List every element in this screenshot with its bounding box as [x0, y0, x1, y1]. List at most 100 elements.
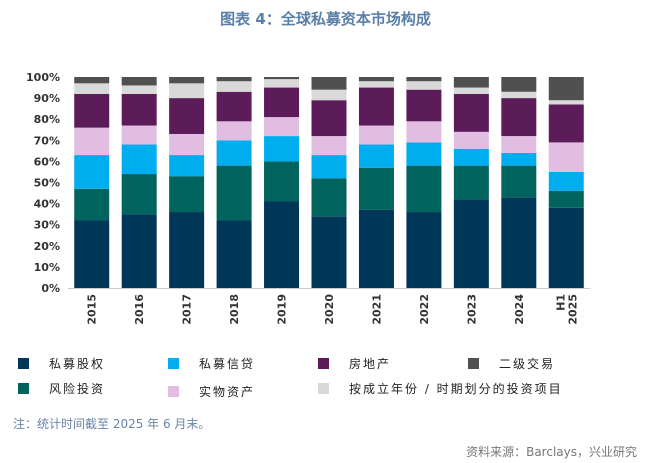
- bar-segment: [216, 121, 252, 141]
- bar-segment: [406, 165, 442, 213]
- bar-segment: [264, 79, 300, 88]
- bar-segment: [501, 152, 537, 166]
- stacked-bar-chart: 0% 10% 20% 30% 40% 50% 60% 70% 80% 90% 100% 2015 201…: [26, 71, 590, 325]
- footnote: 注：统计时间截至 2025 年 6 月末。: [13, 417, 211, 431]
- legend-item: 房地产: [318, 355, 391, 372]
- bar-segment: [406, 142, 442, 166]
- bar-segment: [406, 77, 442, 82]
- bar-segment: [264, 77, 300, 80]
- bar-segment: [264, 201, 300, 288]
- x-tick-label: 2023: [465, 294, 478, 325]
- bar-segment: [74, 83, 110, 94]
- legend-swatch: [468, 358, 479, 369]
- y-tick-label: 10%: [34, 261, 60, 274]
- y-tick-label: 40%: [34, 198, 60, 211]
- bar-segment: [453, 87, 489, 94]
- bar-segment: [358, 209, 394, 288]
- bar-segment: [169, 155, 205, 177]
- bar-segment: [548, 77, 584, 101]
- x-tick-label: H1: [554, 294, 567, 311]
- bar-segment: [358, 77, 394, 82]
- x-tick-label: 2022: [418, 294, 431, 325]
- legend-item: 私募信贷: [168, 355, 255, 372]
- bar-segment: [548, 104, 584, 143]
- bar-segment: [453, 77, 489, 88]
- bar-segment: [358, 167, 394, 210]
- y-tick-label: 90%: [34, 92, 60, 105]
- bar-segment: [264, 136, 300, 162]
- bar-segment: [453, 165, 489, 200]
- bar-segment: [548, 142, 584, 172]
- bar-segment: [121, 214, 157, 288]
- bar-segment: [453, 93, 489, 132]
- bar-segment: [216, 91, 252, 122]
- bar-segment: [501, 197, 537, 288]
- y-tick-label: 0%: [41, 282, 60, 295]
- bar-segment: [501, 77, 537, 92]
- bar-segment: [216, 81, 252, 92]
- bar-segment: [216, 140, 252, 166]
- legend-swatch: [18, 358, 29, 369]
- y-tick-label: 30%: [34, 219, 60, 232]
- bar-segment: [453, 131, 489, 149]
- bar-segment: [264, 117, 300, 137]
- x-tick-label: 2018: [228, 294, 241, 325]
- legend-label: 房地产: [349, 357, 392, 371]
- bar-segment: [311, 89, 347, 101]
- bar-segment: [311, 136, 347, 156]
- bar-segment: [548, 190, 584, 208]
- bar-segment: [358, 81, 394, 88]
- bar-segment: [548, 207, 584, 288]
- bar-segment: [74, 127, 110, 156]
- legend-swatch: [18, 383, 29, 394]
- chart-title: 图表 4：全球私募资本市场构成: [220, 10, 431, 28]
- bar-segment: [216, 220, 252, 288]
- bar-segment: [216, 77, 252, 82]
- bar-segment: [169, 176, 205, 213]
- bar-segment: [121, 125, 157, 145]
- bar-segment: [311, 155, 347, 179]
- x-tick-label: 2021: [370, 294, 383, 325]
- bar-segment: [121, 77, 157, 86]
- bar-segment: [74, 155, 110, 189]
- bar-segment: [169, 98, 205, 134]
- bar-segment: [264, 161, 300, 202]
- bar-segment: [358, 144, 394, 168]
- x-tick-label: 2015: [86, 294, 99, 325]
- bar-segment: [501, 165, 537, 198]
- bar-segment: [406, 89, 442, 122]
- y-tick-label: 20%: [34, 240, 60, 253]
- bar-segment: [74, 93, 110, 128]
- bar-segment: [453, 148, 489, 166]
- bar-segment: [548, 100, 584, 105]
- bar-segment: [501, 91, 537, 99]
- bar-segment: [74, 77, 110, 84]
- y-tick-label: 60%: [34, 155, 60, 168]
- bar-segment: [311, 100, 347, 137]
- legend-swatch: [168, 386, 179, 397]
- x-tick-label: 2019: [276, 294, 289, 325]
- legend-item: 风险投资: [18, 380, 105, 397]
- legend-item: 实物资产: [168, 383, 255, 400]
- bar-segment: [358, 125, 394, 145]
- legend-item: 私募股权: [18, 355, 105, 372]
- bar-segment: [406, 121, 442, 143]
- legend-item: 按成立年份 / 时期划分的投资项目: [318, 380, 563, 397]
- y-tick-label: 100%: [26, 71, 60, 84]
- source-text: 资料来源：Barclays，兴业研究: [466, 445, 637, 459]
- bar-segment: [169, 83, 205, 99]
- legend-swatch: [318, 358, 329, 369]
- x-tick-label: 2024: [513, 294, 526, 325]
- bar-segment: [453, 199, 489, 288]
- y-tick-label: 70%: [34, 134, 60, 147]
- x-tick-label: 2020: [323, 294, 336, 325]
- bar-segment: [121, 144, 157, 175]
- bar-segment: [264, 87, 300, 118]
- bar-segment: [169, 212, 205, 288]
- legend-label: 私募股权: [49, 357, 106, 371]
- legend-label: 按成立年份 / 时期划分的投资项目: [349, 382, 563, 396]
- x-tick-label: 2025: [566, 294, 579, 325]
- bar-segment: [74, 220, 110, 288]
- bar-segment: [121, 93, 157, 126]
- y-tick-label: 80%: [34, 113, 60, 126]
